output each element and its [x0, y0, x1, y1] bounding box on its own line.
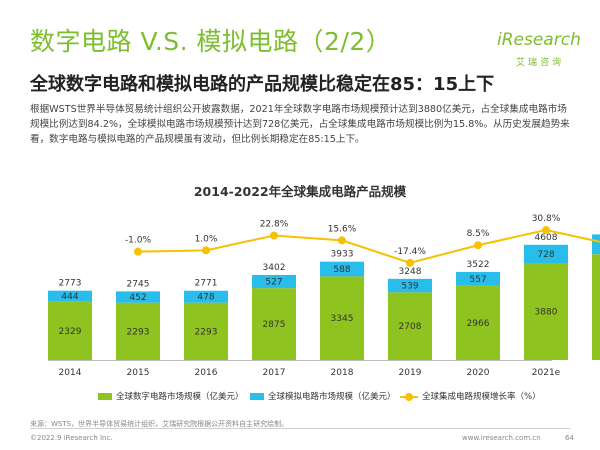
growth-label-2021e: 30.8%: [532, 214, 561, 224]
bar-analog-2017: [252, 274, 296, 289]
bar-analog-2014: [48, 290, 92, 302]
page-number: 64: [565, 434, 574, 442]
legend-swatch-growth: [400, 392, 418, 401]
chart-title: 2014-2022年全球集成电路产品规模: [193, 184, 407, 199]
label-analog-2019: 539: [401, 282, 418, 292]
label-digital-2021e: 3880: [535, 308, 558, 318]
label-digital-2019: 2708: [399, 322, 422, 332]
growth-point-2020: [474, 241, 482, 250]
label-total-2016: 2771: [195, 279, 218, 289]
bar-digital-2020: [456, 285, 500, 360]
logo-subtitle: 艾瑞咨询: [516, 58, 565, 68]
growth-label-2019: -17.4%: [394, 247, 426, 257]
label-digital-2017: 2875: [263, 320, 286, 330]
label-total-2019: 3248: [399, 267, 422, 277]
footer-divider: [30, 428, 570, 429]
label-total-2015: 2745: [127, 279, 150, 289]
legend-swatch-digital: [98, 393, 112, 400]
growth-label-2018: 15.6%: [328, 224, 357, 234]
growth-point-2018: [338, 236, 346, 245]
growth-line: [137, 229, 600, 264]
bar-analog-2018: [320, 261, 364, 277]
growth-point-2021e: [542, 226, 550, 235]
label-analog-2014: 444: [61, 292, 78, 302]
legend-label-digital: 全球数字电路市场规模（亿美元）: [116, 392, 244, 402]
x-tick-2019: 2019: [399, 368, 422, 378]
legend-item-digital: 全球数字电路市场规模（亿美元）: [98, 390, 244, 404]
logo-wordmark: iResearch: [497, 30, 581, 50]
growth-point-2016: [202, 246, 210, 255]
iresearch-logo: iResearch 艾瑞咨询: [497, 30, 587, 70]
growth-label-2020: 8.5%: [467, 229, 490, 239]
label-analog-2020: 557: [469, 275, 486, 285]
growth-label-2017: 22.8%: [260, 219, 289, 229]
legend-item-growth: 全球集成电路规模增长率（%）: [400, 390, 541, 404]
growth-point-2015: [134, 247, 142, 256]
growth-label-2015: -1.0%: [125, 236, 152, 246]
label-digital-2020: 2966: [467, 319, 490, 329]
x-tick-2017: 2017: [263, 368, 286, 378]
bar-digital-2016: [184, 302, 228, 360]
x-tick-2016: 2016: [195, 368, 218, 378]
copyright: ©2022.9 iResearch Inc.: [30, 434, 113, 442]
label-digital-2014: 2329: [59, 327, 82, 337]
website-link[interactable]: www.iresearch.com.cn: [462, 434, 541, 442]
legend-label-analog: 全球模拟电路市场规模（亿美元）: [268, 392, 396, 402]
bar-analog-2019: [388, 278, 432, 293]
label-analog-2016: 478: [197, 293, 214, 303]
label-analog-2017: 527: [265, 278, 282, 288]
x-tick-2015: 2015: [127, 368, 150, 378]
legend-item-analog: 全球模拟电路市场规模（亿美元）: [250, 390, 396, 404]
bar-digital-2014: [48, 301, 92, 360]
growth-point-2017: [270, 231, 278, 240]
bar-analog-2022e: [592, 234, 600, 255]
legend-label-growth: 全球集成电路规模增长率（%）: [422, 392, 541, 402]
bar-analog-2020: [456, 271, 500, 286]
source-note: 来源：WSTS，世界半导体贸易统计组织，艾瑞研究院根据公开资料自主研究绘制。: [30, 420, 289, 428]
label-analog-2015: 452: [129, 293, 146, 303]
label-total-2017: 3402: [263, 263, 286, 273]
legend-swatch-analog: [250, 393, 264, 400]
growth-label-2016: 1.0%: [195, 234, 218, 244]
bar-digital-2017: [252, 288, 296, 360]
x-tick-2020: 2020: [467, 368, 490, 378]
label-analog-2018: 588: [333, 265, 350, 275]
bar-digital-2015: [116, 302, 160, 360]
label-total-2014: 2773: [59, 279, 82, 289]
x-tick-2014: 2014: [59, 368, 82, 378]
label-digital-2018: 3345: [331, 314, 354, 324]
bar-analog-2016: [184, 290, 228, 303]
label-digital-2016: 2293: [195, 327, 218, 337]
bar-digital-2022e: [592, 254, 600, 360]
label-total-2021e: 4608: [535, 233, 558, 243]
label-analog-2021e: 728: [537, 250, 554, 260]
body-paragraph: 根据WSTS世界半导体贸易统计组织公开披露数据，2021年全球数字电路市场规模预…: [30, 104, 570, 145]
bar-digital-2018: [320, 276, 364, 360]
bar-digital-2021e: [524, 263, 568, 360]
page-title: 数字电路 V.S. 模拟电路（2/2）: [30, 27, 392, 56]
bar-analog-2021e: [524, 244, 568, 263]
label-total-2018: 3933: [331, 250, 354, 260]
label-total-2020: 3522: [467, 260, 490, 270]
bar-digital-2019: [388, 292, 432, 360]
x-tick-2021e: 2021e: [532, 368, 561, 378]
growth-point-2019: [406, 258, 414, 267]
bar-analog-2015: [116, 291, 160, 303]
label-digital-2015: 2293: [127, 327, 150, 337]
x-tick-2018: 2018: [331, 368, 354, 378]
page-subtitle: 全球数字电路和模拟电路的产品规模比稳定在85：15上下: [30, 74, 495, 95]
